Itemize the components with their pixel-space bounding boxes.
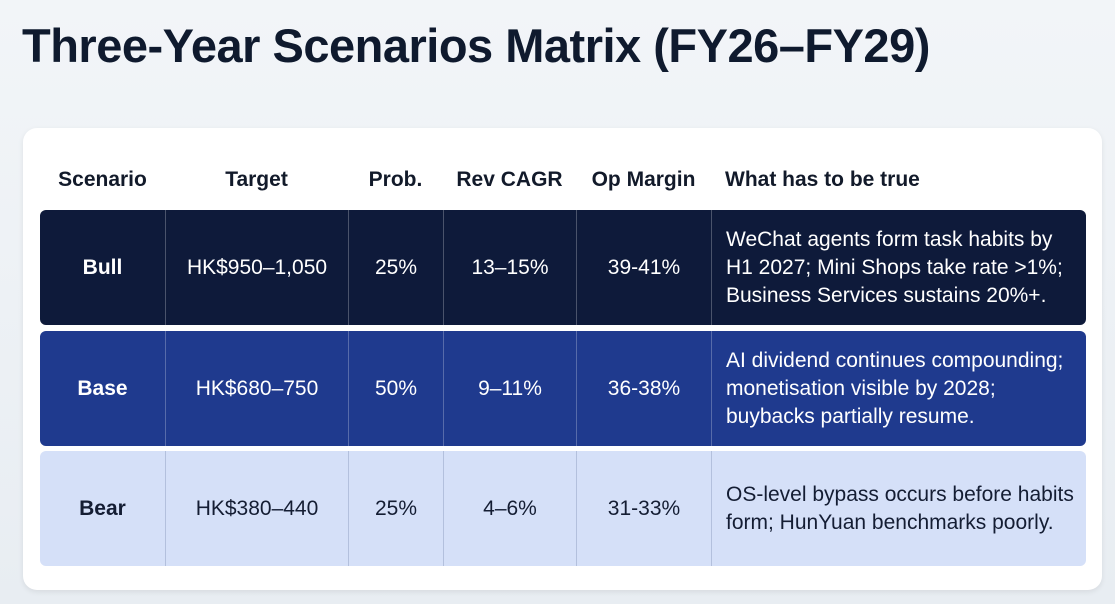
page-title: Three-Year Scenarios Matrix (FY26–FY29) <box>22 19 930 72</box>
conditions-text: WeChat agents form task habits by H1 202… <box>711 210 1086 325</box>
header-scenario: Scenario <box>58 168 147 191</box>
table-row-base: Base HK$680–750 50% 9–11% 36-38% AI divi… <box>40 331 1086 446</box>
rev-cagr: 13–15% <box>443 210 576 325</box>
header-target: Target <box>225 168 288 191</box>
op-margin: 31-33% <box>576 451 711 566</box>
probability: 25% <box>348 451 443 566</box>
conditions-text: AI dividend continues compounding; monet… <box>711 331 1086 446</box>
header-rev-cagr: Rev CAGR <box>456 168 563 191</box>
probability: 25% <box>348 210 443 325</box>
table-row-bear: Bear HK$380–440 25% 4–6% 31-33% OS-level… <box>40 451 1086 566</box>
conditions-text: OS-level bypass occurs before habits for… <box>711 451 1086 566</box>
target-range: HK$380–440 <box>165 451 348 566</box>
target-range: HK$950–1,050 <box>165 210 348 325</box>
scenario-name: Bear <box>79 496 126 520</box>
rev-cagr: 9–11% <box>443 331 576 446</box>
op-margin: 36-38% <box>576 331 711 446</box>
target-range: HK$680–750 <box>165 331 348 446</box>
header-conditions: What has to be true <box>725 168 920 191</box>
header-probability: Prob. <box>368 168 423 191</box>
table-row-bull: Bull HK$950–1,050 25% 13–15% 39-41% WeCh… <box>40 210 1086 325</box>
table-header-row: Scenario Target Prob. Rev CAGR Op Margin… <box>40 158 1086 202</box>
op-margin: 39-41% <box>576 210 711 325</box>
scenarios-table-card: Scenario Target Prob. Rev CAGR Op Margin… <box>23 128 1102 590</box>
rev-cagr: 4–6% <box>443 451 576 566</box>
probability: 50% <box>348 331 443 446</box>
header-op-margin: Op Margin <box>591 168 696 191</box>
scenario-name: Base <box>77 376 128 400</box>
scenario-name: Bull <box>82 255 123 279</box>
